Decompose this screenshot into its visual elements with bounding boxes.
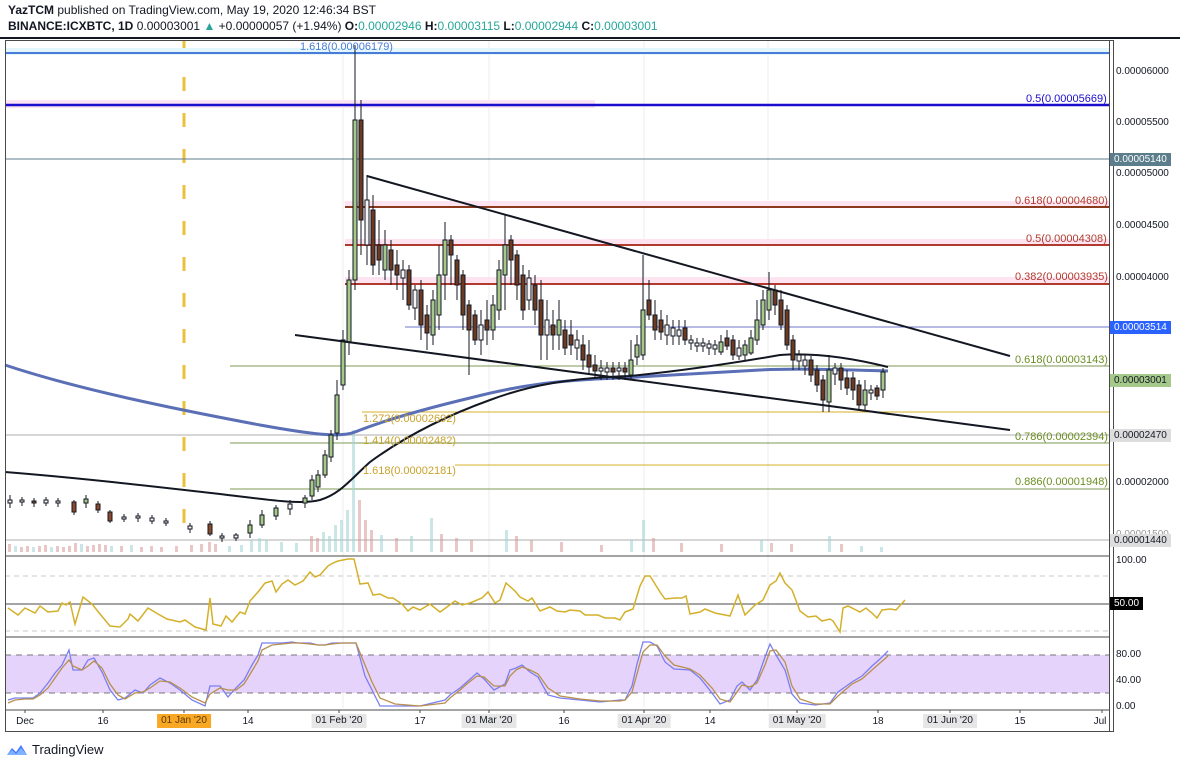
- header-divider: [0, 37, 1180, 39]
- price-tick: 0.00002000: [1116, 477, 1169, 488]
- time-tick: 14: [242, 716, 254, 727]
- close-value: 0.00003001: [594, 19, 658, 33]
- tradingview-logo[interactable]: TradingView: [6, 742, 104, 757]
- fib-ext-1414-label: 1.414(0.00002482): [363, 435, 456, 447]
- close-label: C:: [581, 19, 595, 33]
- fib-ext-1618-label: 1.618(0.00002181): [363, 465, 456, 477]
- rsi-value-tag: 50.00: [1110, 597, 1144, 610]
- fib-05-top-label: 0.5(0.00005669): [1026, 93, 1107, 105]
- open-value: 0.00002946: [358, 19, 422, 33]
- publisher-name[interactable]: YazTCM: [8, 3, 55, 17]
- time-tick: 01 Jun '20: [923, 714, 977, 728]
- time-tick: 14: [704, 716, 716, 727]
- ma-200-line: [4, 363, 889, 437]
- price-tag-resistance: 0.00003514: [1110, 321, 1171, 334]
- fib-0618-red-label: 0.618(0.00004680): [1015, 195, 1108, 207]
- lower-trendline: [294, 334, 1011, 431]
- low-value: 0.00002944: [514, 19, 579, 33]
- open-label: O:: [344, 19, 359, 33]
- fib-0382-red-label: 0.382(0.00003935): [1015, 271, 1108, 283]
- time-tick: Dec: [16, 716, 34, 727]
- price-tick: 0.00004000: [1116, 272, 1169, 283]
- price-tag-support: 0.00001440: [1110, 534, 1171, 547]
- price-tick: 0.00005000: [1116, 168, 1169, 179]
- fib-0618-green-label: 0.618(0.00003143): [1015, 354, 1108, 366]
- chart-frame: [5, 40, 1114, 732]
- last-price: 0.00003001: [136, 19, 201, 33]
- time-tick: 16: [97, 716, 109, 727]
- price-tag-support: 0.00002470: [1110, 429, 1171, 442]
- time-tick: 01 Apr '20: [617, 714, 671, 728]
- fib-ext-1618-top-label: 1.618(0.00006179): [300, 41, 393, 53]
- price-tag-resistance: 0.00005140: [1110, 153, 1171, 166]
- rsi-line: [7, 558, 906, 635]
- price-tick: 0.00006000: [1116, 66, 1169, 77]
- publish-info: YazTCM published on TradingView.com, May…: [8, 3, 376, 18]
- price-tag-last: 0.00003001: [1110, 374, 1171, 387]
- price-change: +0.00000057 (+1.94%): [218, 19, 342, 33]
- high-value: 0.00003115: [437, 19, 501, 33]
- price-tick: 0.00004500: [1116, 220, 1169, 231]
- symbol-name: BINANCE:ICXBTC, 1D: [8, 19, 134, 33]
- ma-100-line: [4, 353, 889, 504]
- stoch-d-line: [7, 642, 889, 707]
- tradingview-logo-icon: [7, 744, 27, 755]
- brand-name: TradingView: [32, 742, 104, 757]
- symbol-legend: BINANCE:ICXBTC, 1D 0.00003001 ▲ +0.00000…: [8, 19, 658, 34]
- time-tick-highlight: 01 Jan '20: [157, 714, 211, 728]
- time-tick: 15: [1014, 716, 1026, 727]
- fib-0786-green-label: 0.786(0.00002394): [1015, 431, 1108, 443]
- time-tick: 17: [414, 716, 426, 727]
- time-tick: 01 Feb '20: [311, 714, 367, 728]
- fib-0886-green-label: 0.886(0.00001948): [1015, 476, 1108, 488]
- stoch-tick: 80.00: [1116, 649, 1142, 660]
- stoch-tick: 0.00: [1116, 701, 1136, 712]
- price-tick: 0.00005500: [1116, 117, 1169, 128]
- rsi-tick: 100.00: [1116, 555, 1147, 566]
- time-tick: 01 Mar '20: [461, 714, 517, 728]
- time-tick: 01 May '20: [768, 714, 826, 728]
- stoch-k-line: [7, 641, 889, 707]
- high-label: H:: [424, 19, 438, 33]
- time-tick: 16: [558, 716, 570, 727]
- up-arrow-icon: ▲: [203, 19, 216, 33]
- time-tick: Jul: [1093, 716, 1107, 727]
- price-axis-divider: [1109, 40, 1110, 732]
- fib-05-red-label: 0.5(0.00004308): [1026, 233, 1107, 245]
- published-text: published on TradingView.com, May 19, 20…: [54, 3, 376, 17]
- stoch-tick: 40.00: [1116, 675, 1142, 686]
- upper-trendline: [366, 175, 1011, 357]
- low-label: L:: [503, 19, 515, 33]
- fib-ext-1272-label: 1.272(0.00002692): [363, 413, 456, 425]
- time-tick: 18: [872, 716, 884, 727]
